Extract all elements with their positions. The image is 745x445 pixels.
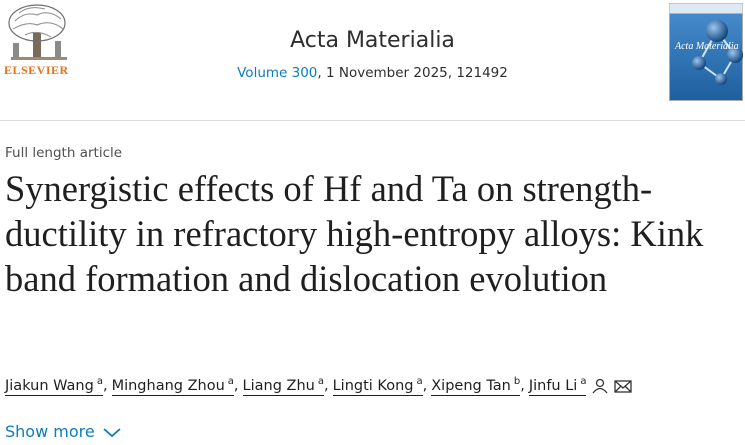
author-name: Jiakun Wang xyxy=(5,377,94,394)
author-separator: , xyxy=(323,377,329,394)
author-separator: , xyxy=(233,377,239,394)
author[interactable]: Lingti Kong a xyxy=(332,376,423,396)
affiliation-mark: b xyxy=(513,376,521,387)
author-name: Minghang Zhou xyxy=(111,377,225,394)
affiliation-mark: a xyxy=(317,376,324,387)
journal-cover[interactable]: Acta Materialia xyxy=(669,3,743,101)
author-list: Jiakun Wang a, Minghang Zhou a, Liang Zhu a, L… xyxy=(5,376,634,396)
author[interactable]: Xipeng Tan b xyxy=(431,376,521,396)
mail-icon-flap xyxy=(615,380,632,393)
mail-icon xyxy=(614,380,633,393)
author[interactable]: Liang Zhu a xyxy=(242,376,324,396)
author-name: Liang Zhu xyxy=(242,377,315,394)
affiliation-mark: a xyxy=(96,376,103,387)
author[interactable]: Jiakun Wang a xyxy=(5,376,103,396)
author-separator: , xyxy=(422,377,428,394)
show-more-label: Show more xyxy=(5,422,95,441)
publisher-name: ELSEVIER xyxy=(4,63,69,77)
divider xyxy=(0,120,745,121)
chevron-icon xyxy=(103,427,121,437)
publisher-logo xyxy=(8,4,67,60)
author-separator: , xyxy=(102,377,108,394)
show-more-button[interactable]: Show more xyxy=(5,422,123,441)
affiliation-mark: a xyxy=(416,376,423,387)
issue-line: Volume 300, 1 November 2025, 121492 xyxy=(0,65,745,81)
volume-link[interactable]: Volume 300 xyxy=(237,65,318,81)
author-name: Xipeng Tan xyxy=(431,377,511,394)
journal-name[interactable]: Acta Materialia xyxy=(290,28,455,53)
article-type: Full length article xyxy=(5,145,123,161)
cover-title: Acta Materialia xyxy=(674,41,739,52)
author-separator: , xyxy=(520,377,525,394)
person-icon-body xyxy=(592,387,608,394)
author[interactable]: Minghang Zhou a xyxy=(111,376,234,396)
author-name: Jinfu Li xyxy=(528,377,578,394)
article-title: Synergistic effects of Hf and Ta on stre… xyxy=(5,168,704,299)
affiliation-mark: a xyxy=(580,376,587,387)
issue-info: , 1 November 2025, 121492 xyxy=(317,65,508,81)
author[interactable]: Jinfu Li a xyxy=(528,376,587,396)
affiliation-mark: a xyxy=(227,376,234,387)
author-name: Lingti Kong xyxy=(332,377,414,394)
person-icon xyxy=(596,378,605,388)
author-icons[interactable] xyxy=(592,378,634,394)
